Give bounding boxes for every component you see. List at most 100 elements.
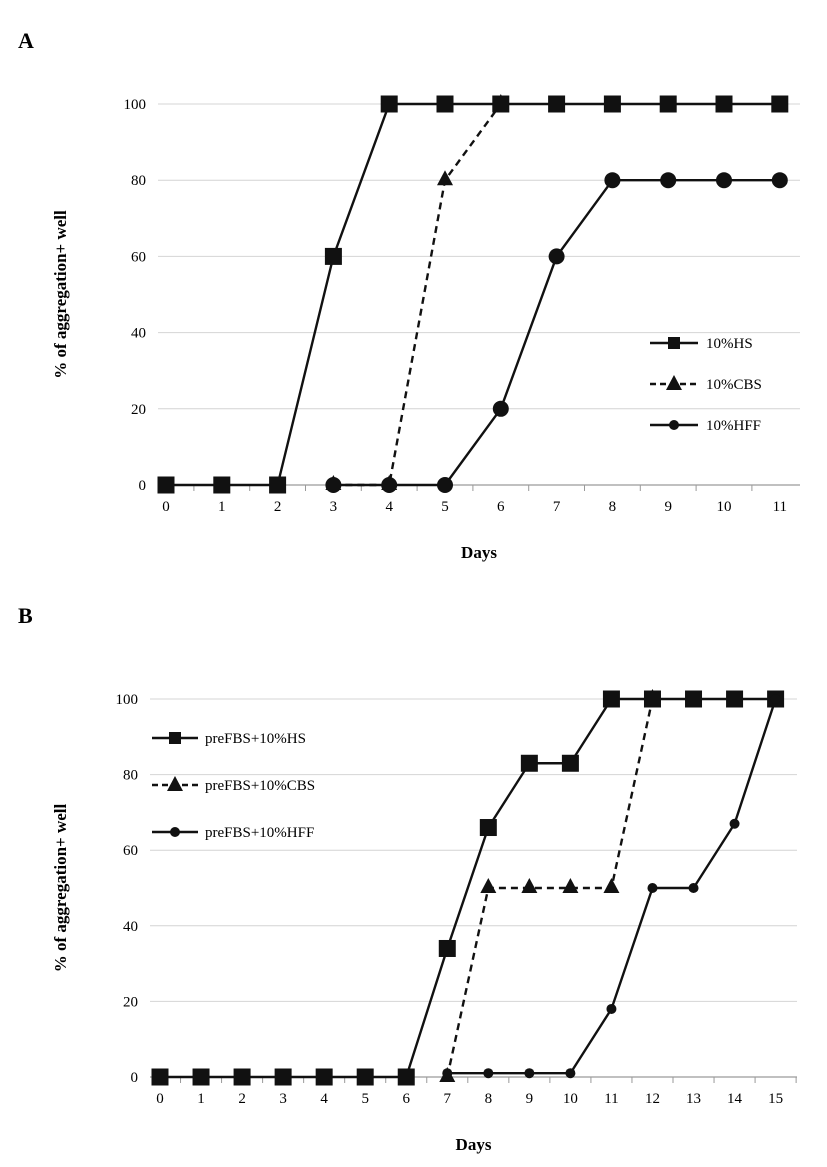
data-point [604, 172, 621, 189]
legend-label: preFBS+10%HFF [205, 825, 314, 841]
data-point [771, 95, 789, 113]
legend-marker [170, 827, 180, 837]
legend-item: preFBS+10%CBS [152, 776, 315, 794]
data-point [716, 172, 732, 189]
data-point [771, 172, 788, 189]
x-tick-label: 3 [279, 1091, 287, 1107]
y-axis-title: % of aggregation+ well [51, 210, 70, 379]
data-point [659, 95, 677, 113]
data-point [647, 883, 658, 893]
y-tick-label: 60 [123, 843, 138, 859]
x-tick-label: 6 [497, 499, 505, 515]
x-tick-label: 0 [162, 499, 170, 515]
legend-item: preFBS+10%HFF [152, 825, 314, 841]
data-point [479, 819, 497, 837]
y-axis-title: % of aggregation+ well [51, 803, 70, 972]
panel-letter: B [18, 603, 33, 628]
y-tick-label: 80 [131, 173, 146, 189]
series-line [160, 697, 776, 1079]
series-preFBS+10%HFF [442, 694, 781, 1079]
data-point [603, 878, 620, 893]
data-point [660, 172, 677, 189]
legend-marker [669, 420, 679, 430]
legend-item: 10%HFF [650, 418, 761, 434]
data-point [437, 170, 453, 186]
legend-item: 10%CBS [650, 375, 762, 393]
data-point [524, 1068, 535, 1079]
x-tick-label: 5 [361, 1091, 369, 1107]
series-preFBS+10%HS [151, 690, 785, 1086]
x-tick-label: 4 [320, 1091, 328, 1107]
x-tick-label: 15 [768, 1091, 783, 1107]
data-point [315, 1068, 333, 1086]
data-point [356, 1068, 374, 1086]
y-tick-label: 0 [139, 478, 147, 494]
legend-marker [666, 375, 682, 390]
data-point [269, 476, 287, 494]
series-10%CBS [325, 94, 509, 490]
data-point [380, 95, 398, 113]
data-point [729, 818, 740, 829]
x-tick-label: 2 [238, 1091, 246, 1107]
legend-label: preFBS+10%HS [205, 731, 306, 747]
data-point [548, 248, 565, 265]
series-line [166, 102, 780, 487]
x-tick-label: 0 [156, 1091, 164, 1107]
data-point [715, 95, 733, 113]
legend-marker [668, 337, 680, 349]
x-tick-label: 14 [727, 1091, 743, 1107]
x-tick-label: 13 [686, 1091, 701, 1107]
data-point [483, 1068, 494, 1079]
x-tick-label: 5 [441, 499, 449, 515]
x-tick-label: 1 [197, 1091, 205, 1107]
data-point [397, 1068, 415, 1086]
data-point [644, 689, 661, 704]
data-point [520, 754, 538, 772]
data-point [521, 878, 538, 893]
data-point [438, 939, 456, 957]
data-point [770, 694, 781, 704]
x-tick-label: 9 [526, 1091, 534, 1107]
data-point [561, 754, 579, 772]
data-point [726, 690, 744, 708]
y-tick-label: 40 [123, 919, 138, 935]
data-point [562, 878, 579, 893]
series-line [333, 103, 502, 487]
x-tick-label: 1 [218, 499, 226, 515]
x-tick-label: 8 [485, 1091, 493, 1107]
data-point [602, 690, 620, 708]
data-point [437, 477, 453, 493]
y-tick-label: 0 [131, 1070, 139, 1086]
legend-label: 10%HFF [706, 418, 761, 434]
y-tick-label: 60 [131, 249, 146, 265]
x-tick-label: 11 [604, 1091, 618, 1107]
legend-label: 10%CBS [706, 377, 762, 393]
data-point [324, 247, 342, 265]
x-tick-label: 7 [553, 499, 561, 515]
x-tick-label: 12 [645, 1091, 660, 1107]
data-point [157, 476, 175, 494]
x-tick-label: 6 [402, 1091, 410, 1107]
data-point [213, 476, 231, 494]
data-point [381, 477, 398, 493]
chart-a: A 0 20 40 60 80 100 0 1 2 3 4 5 6 7 8 9 10 11 Days % of aggr… [18, 28, 800, 562]
x-tick-label: 4 [385, 499, 393, 515]
panel-letter: A [18, 28, 34, 53]
legend-label: 10%HS [706, 336, 753, 352]
x-tick-label: 9 [664, 499, 672, 515]
y-tick-label: 40 [131, 326, 146, 342]
x-tick-label: 10 [563, 1091, 578, 1107]
legend-marker [167, 776, 183, 791]
data-point [548, 95, 566, 113]
x-tick-label: 7 [444, 1091, 452, 1107]
data-point [603, 95, 621, 113]
data-point [685, 690, 703, 708]
y-tick-label: 20 [123, 994, 138, 1010]
x-tick-label: 2 [274, 499, 282, 515]
data-point [480, 878, 497, 893]
x-axis-title: Days [456, 1135, 492, 1154]
data-point [151, 1068, 169, 1086]
data-point [565, 1068, 576, 1079]
x-tick-label: 10 [717, 499, 732, 515]
